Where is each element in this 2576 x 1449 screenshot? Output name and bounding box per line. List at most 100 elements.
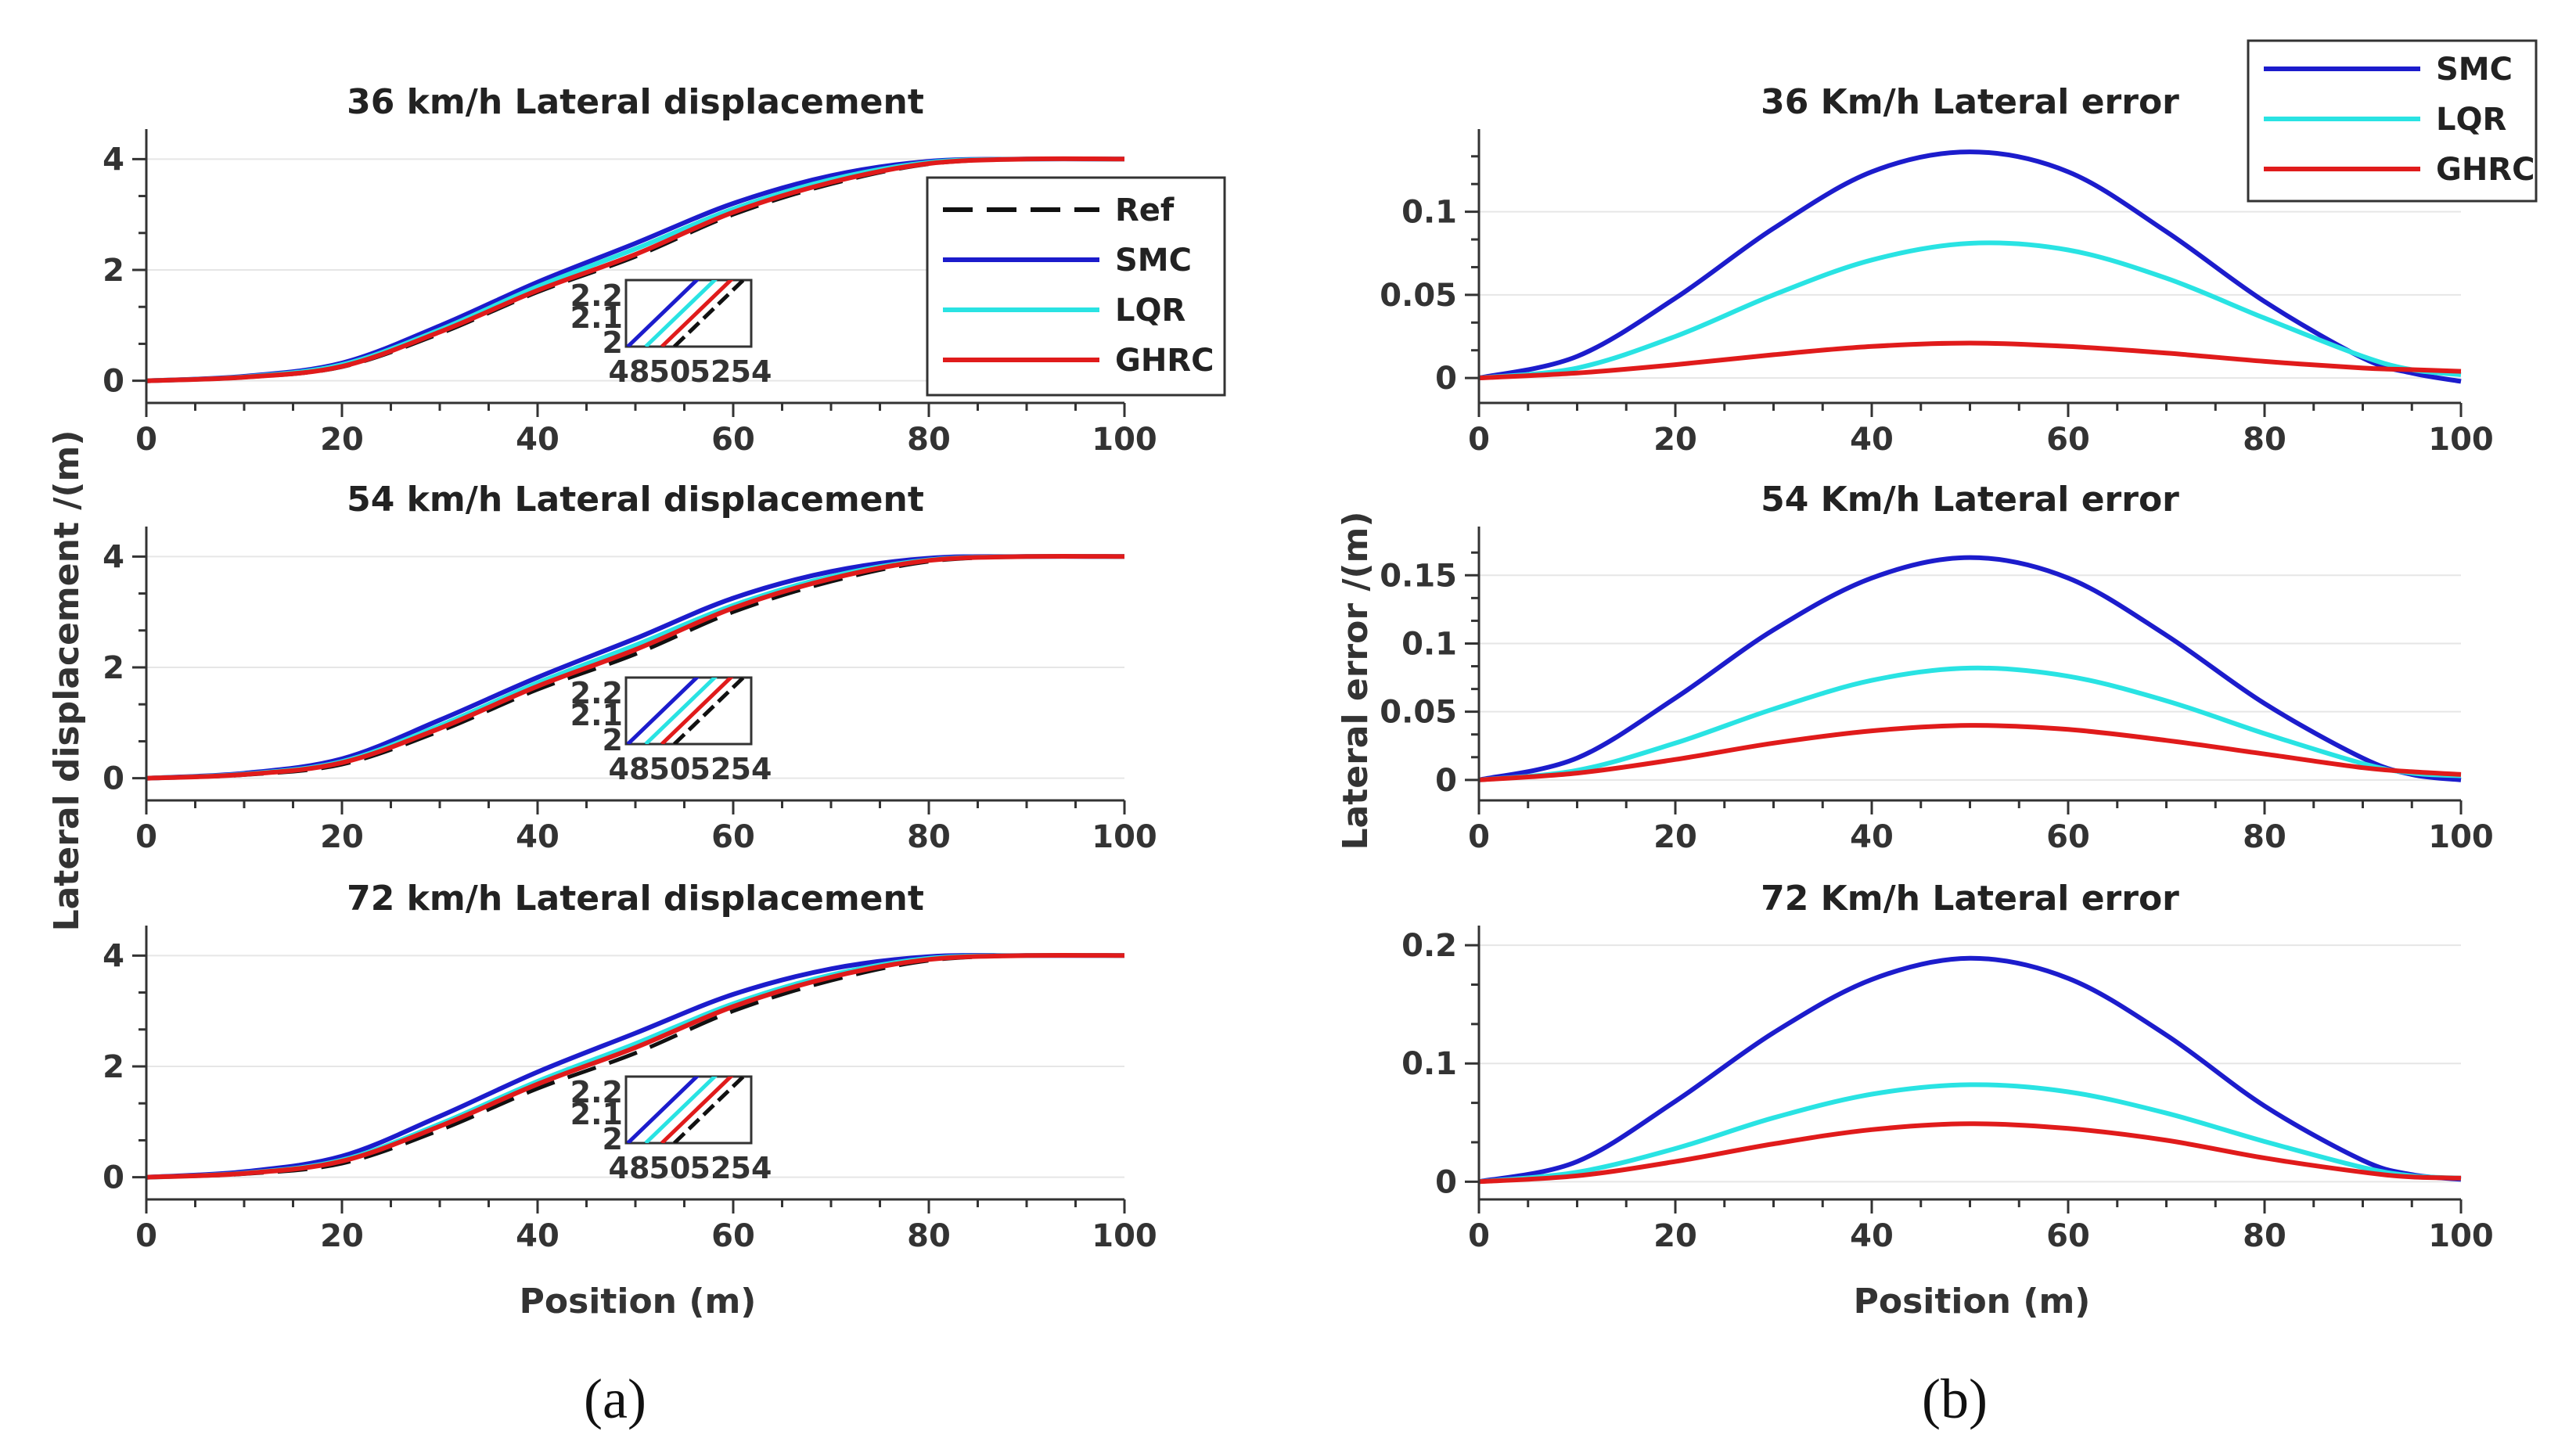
x-tick-label: 0 [1468,1218,1490,1254]
zoom-inset-smc-line [626,1077,700,1143]
zoom-inset-ref-line [672,1077,747,1143]
zoom-inset-box [624,1075,753,1145]
x-tick-label: 40 [1850,422,1894,458]
zoom-inset-y-tick-label: 2.2 [570,676,623,710]
zoom-inset-lines [626,280,747,347]
x-tick-label: 20 [320,422,364,458]
series-ghrc-line [146,553,1125,781]
x-tick-label: 100 [1092,422,1157,458]
zoom-inset-x-tick-label: 50 [649,1151,691,1185]
zoom-inset-x-tick-label: 48 [609,1151,650,1185]
series-ghrc-line [1478,723,2462,782]
left-y-axis-label: Lateral displacement /(m) [47,430,87,932]
x-tick-label: 60 [2046,1218,2090,1254]
x-tick-label: 0 [135,1218,157,1254]
y-tick-label: 4 [103,539,124,575]
y-tick-label: 4 [103,938,124,974]
series-ghrc-line [146,952,1125,1180]
zoom-inset-x-tick-label: 52 [690,354,732,389]
x-tick-label: 60 [711,1218,755,1254]
legend-right-lqr-label: LQR [2436,102,2506,138]
zoom-inset-x-tick-label: 48 [609,752,650,786]
chart-err36: 36 Km/h Lateral error 0 20 40 60 80 100 0 0.05 0.… [1380,82,2493,458]
chart-title: 54 km/h Lateral displacement [347,480,924,520]
x-tick-label: 40 [516,1218,559,1254]
zoom-inset-box [624,676,753,746]
zoom-inset-x-tick-label: 50 [649,752,691,786]
x-tick-label: 100 [1092,819,1157,855]
x-tick-label: 60 [2046,422,2090,458]
series-ghrc-line [1478,1121,2462,1185]
chart-title: 36 km/h Lateral displacement [347,82,924,122]
x-tick-label: 60 [2046,819,2090,855]
x-tick-label: 80 [2243,819,2286,855]
series-ghrc-line [1478,340,2462,381]
y-tick-label: 0 [1435,361,1457,397]
x-tick-label: 20 [1653,819,1697,855]
left-legend: Ref SMC LQR GHRC [926,176,1226,397]
chart-title: 54 Km/h Lateral error [1761,480,2179,520]
x-tick-label: 80 [907,1218,951,1254]
x-tick-label: 40 [516,422,559,458]
zoom-inset-lqr-line [644,1077,718,1143]
x-tick-label: 40 [1850,1218,1894,1254]
y-tick-label: 0.2 [1401,928,1457,964]
zoom-inset-smc-line [626,678,700,744]
zoom-inset-x-tick-label: 50 [649,354,691,389]
series-ghrc-line [146,156,1125,383]
chart-title: 72 Km/h Lateral error [1761,879,2179,919]
y-tick-label: 2 [103,253,124,289]
x-tick-label: 100 [2428,819,2494,855]
y-tick-label: 0 [103,761,124,797]
zoom-inset-x-tick-label: 48 [609,354,650,389]
x-tick-label: 80 [2243,1218,2286,1254]
x-tick-label: 80 [2243,422,2286,458]
zoom-inset-x-tick-label: 54 [731,354,772,389]
x-tick-label: 0 [1468,819,1490,855]
series-lqr-line [1478,665,2462,782]
x-tick-label: 100 [1092,1218,1157,1254]
x-tick-label: 20 [320,1218,364,1254]
zoom-inset-x-tick-label: 52 [690,752,732,786]
y-tick-label: 0.15 [1380,558,1457,594]
x-tick-label: 20 [1653,422,1697,458]
right-y-axis-label: Lateral error /(m) [1336,511,1376,850]
x-tick-label: 60 [711,819,755,855]
x-tick-label: 0 [135,819,157,855]
y-tick-label: 0 [103,1160,124,1196]
legend-ref-label: Ref [1115,192,1175,228]
x-tick-label: 0 [135,422,157,458]
legend-lqr-label: LQR [1115,293,1185,329]
zoom-inset-ghrc-line [660,678,734,744]
zoom-inset: 48 50 52 54 22.12.2 [570,1075,772,1185]
zoom-inset: 48 50 52 54 22.12.2 [570,676,772,786]
chart-err54: 54 Km/h Lateral error 0 20 40 60 80 100 0 0.05 0.… [1380,480,2493,855]
panel-label-b: (b) [1922,1368,1988,1430]
y-tick-label: 0 [1435,1164,1457,1200]
zoom-inset-x-tick-label: 52 [690,1151,732,1185]
right-legend: SMC LQR GHRC [2247,39,2538,203]
x-tick-label: 100 [2428,422,2494,458]
x-tick-label: 60 [711,422,755,458]
zoom-inset-y-tick-label: 2.1 [570,1097,623,1131]
chart-title: 36 Km/h Lateral error [1761,82,2179,122]
x-tick-label: 0 [1468,422,1490,458]
series-lqr-line [1478,1082,2462,1185]
x-tick-label: 80 [907,422,951,458]
zoom-inset-y-tick-label: 2 [603,1122,623,1156]
zoom-inset-lqr-line [644,280,718,347]
chart-disp36: 36 km/h Lateral displacement 0 20 40 60 80 100… [103,82,1157,458]
y-tick-label: 0.1 [1401,626,1457,662]
zoom-inset-y-tick-label: 2.1 [570,300,623,335]
zoom-inset: 48 50 52 54 22.12.2 [570,279,772,389]
y-tick-label: 0.05 [1380,695,1457,731]
y-tick-label: 0 [1435,763,1457,799]
y-tick-label: 2 [103,1049,124,1085]
legend-right-smc-label: SMC [2436,52,2513,88]
zoom-inset-ref-line [672,280,747,347]
y-tick-label: 0.1 [1401,1046,1457,1082]
zoom-inset-box [624,279,753,348]
y-tick-label: 0.1 [1401,195,1457,231]
